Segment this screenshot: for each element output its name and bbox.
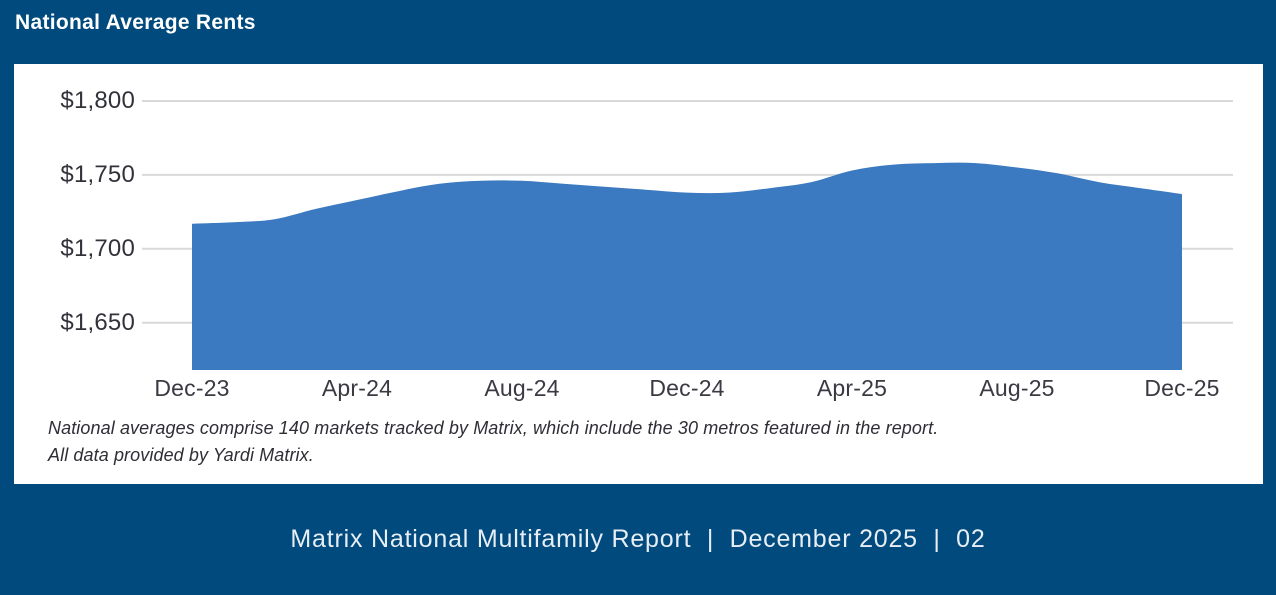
footer-report-label: Matrix National Multifamily Report | Dec… <box>290 525 986 553</box>
y-axis-label: $1,700 <box>60 234 135 262</box>
rent-area-series <box>192 162 1182 370</box>
x-axis-label: Aug-24 <box>484 375 560 401</box>
footnote-line-1: National averages comprise 140 markets t… <box>48 418 939 438</box>
x-axis-label: Dec-23 <box>154 375 230 401</box>
rents-area-chart: $1,800 $1,750 $1,700 $1,650 Dec-23 Apr-24 Aug-… <box>14 64 1263 484</box>
x-axis-label: Apr-25 <box>816 375 888 401</box>
x-axis-label: Dec-25 <box>1144 375 1220 401</box>
y-axis-label: $1,650 <box>60 308 135 336</box>
x-axis-label: Dec-24 <box>649 375 725 401</box>
x-axis-label: Apr-24 <box>321 375 393 401</box>
chart-canvas <box>142 100 1233 370</box>
x-axis-label: Aug-25 <box>979 375 1055 401</box>
footnote-line-2: All data provided by Yardi Matrix. <box>48 445 314 465</box>
chart-footnote: National averages comprise 140 markets t… <box>48 415 938 469</box>
y-axis-label: $1,800 <box>60 87 135 114</box>
chart-panel: $1,800 $1,750 $1,700 $1,650 Dec-23 Apr-24 Aug-… <box>14 64 1263 484</box>
y-axis-label: $1,750 <box>60 160 135 188</box>
footer-bar: Matrix National Multifamily Report | Dec… <box>0 484 1276 595</box>
page-title: National Average Rents <box>15 11 256 34</box>
